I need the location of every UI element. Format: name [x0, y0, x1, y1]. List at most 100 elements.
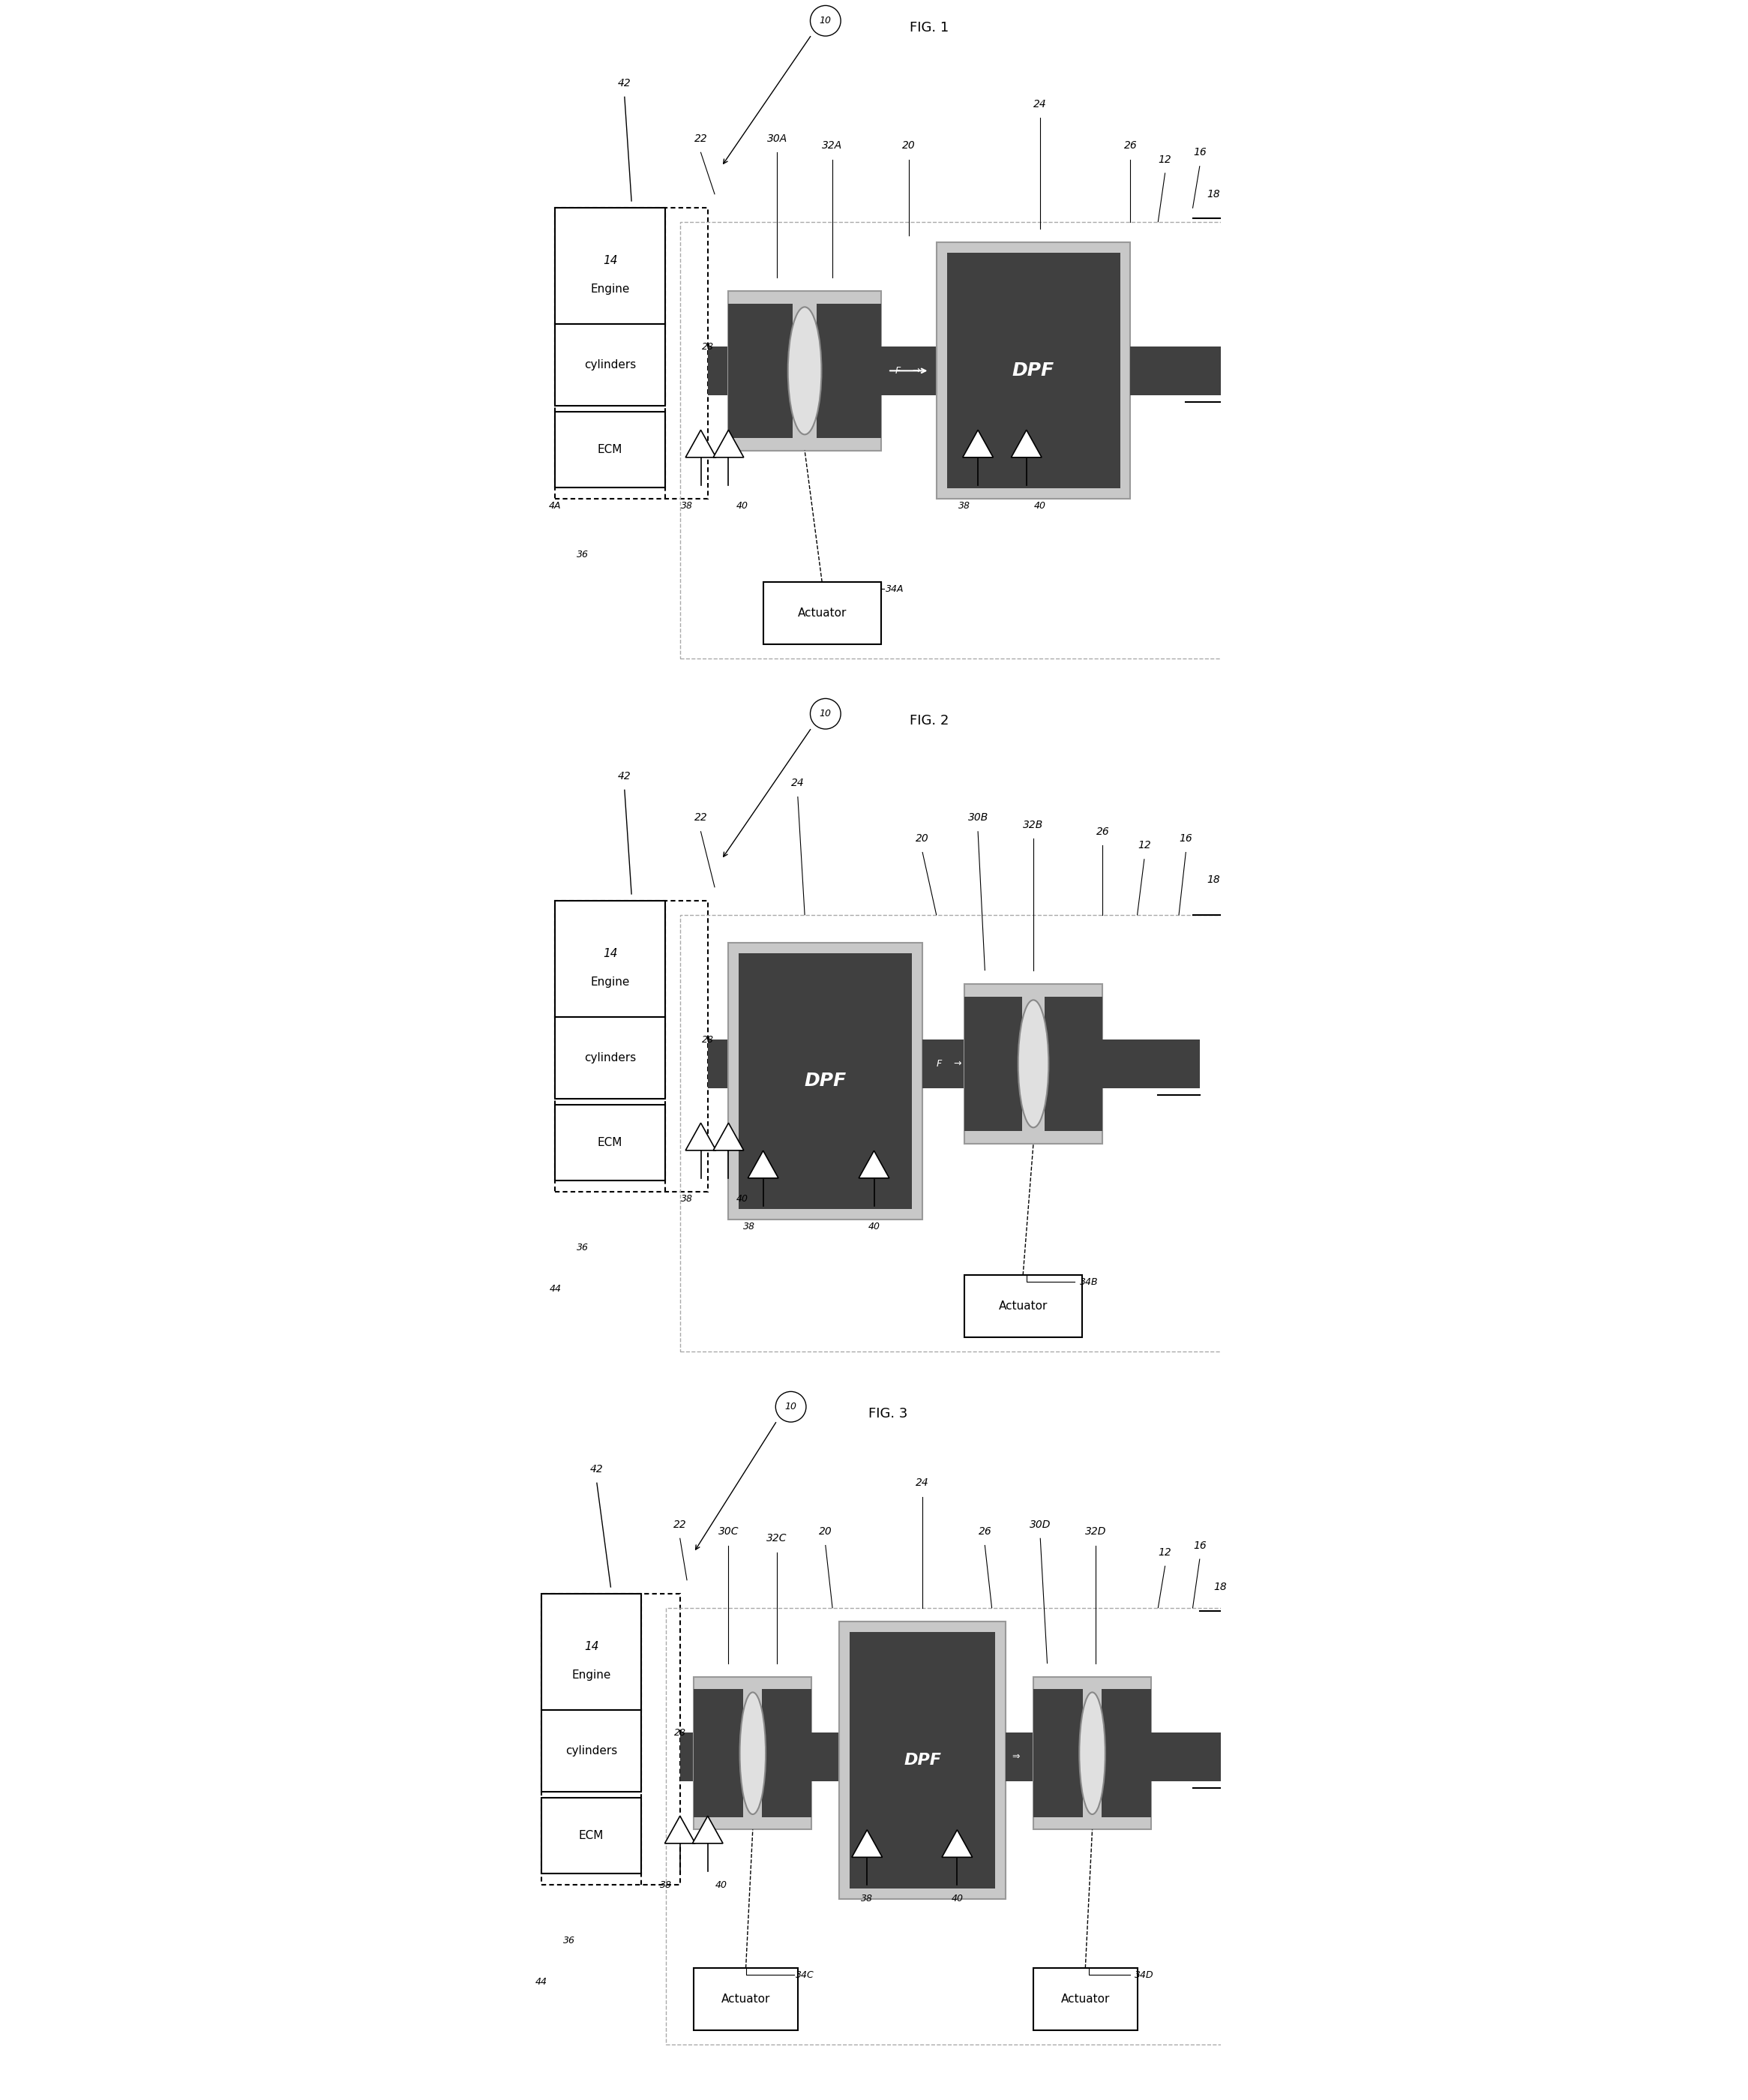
Polygon shape	[748, 1151, 778, 1178]
Bar	[881, 346, 937, 395]
Bar	[739, 953, 912, 1210]
Text: 40: 40	[736, 502, 748, 510]
Polygon shape	[963, 430, 993, 458]
Bar	[694, 1688, 743, 1816]
Bar	[556, 901, 664, 1016]
Text: 18: 18	[1206, 876, 1220, 886]
Text: 20: 20	[902, 141, 916, 151]
Text: 12: 12	[1159, 1548, 1171, 1558]
Text: ECM: ECM	[598, 1136, 622, 1149]
Text: 36: 36	[577, 550, 589, 559]
Text: cylinders: cylinders	[584, 359, 636, 372]
Text: FIG. 3: FIG. 3	[869, 1407, 907, 1420]
Text: 16: 16	[1192, 147, 1206, 158]
Bar	[729, 304, 792, 437]
Text: 12: 12	[1159, 153, 1171, 164]
Polygon shape	[942, 1829, 972, 1856]
Text: 38: 38	[682, 1195, 692, 1203]
Circle shape	[811, 699, 841, 729]
Bar	[556, 901, 708, 1193]
Text: 32D: 32D	[1086, 1527, 1106, 1537]
Bar	[1152, 1732, 1192, 1781]
Bar	[811, 1732, 839, 1781]
Bar	[556, 208, 708, 500]
Bar	[816, 304, 881, 437]
Text: 34B: 34B	[1080, 1277, 1098, 1287]
Bar	[1159, 1040, 1199, 1088]
Polygon shape	[1010, 430, 1042, 458]
Text: 34C: 34C	[795, 1970, 815, 1980]
Text: Actuator: Actuator	[722, 1993, 771, 2006]
Text: 10: 10	[820, 710, 832, 718]
Text: 30B: 30B	[968, 813, 988, 823]
Bar	[694, 1678, 811, 1829]
Bar	[965, 1275, 1082, 1338]
Text: 38: 38	[682, 502, 692, 510]
Text: Actuator: Actuator	[998, 1300, 1047, 1312]
Bar	[937, 242, 1131, 500]
Text: 22: 22	[673, 1518, 687, 1529]
Bar	[1192, 1732, 1220, 1781]
Text: DPF: DPF	[904, 1754, 940, 1768]
Text: 32A: 32A	[822, 141, 843, 151]
Bar	[729, 943, 923, 1220]
Text: 44: 44	[535, 1976, 547, 1987]
Text: FIG. 2: FIG. 2	[909, 714, 949, 727]
Bar	[542, 1594, 642, 1709]
Text: 34D: 34D	[1134, 1970, 1154, 1980]
Text: 36: 36	[577, 1243, 589, 1252]
Bar	[850, 1632, 995, 1888]
Text: 32B: 32B	[1023, 819, 1044, 830]
Text: 38: 38	[958, 502, 970, 510]
Text: 20: 20	[916, 834, 930, 844]
Text: ECM: ECM	[579, 1829, 603, 1842]
Bar	[764, 582, 881, 645]
Text: 44: 44	[549, 1283, 561, 1294]
Bar	[839, 1621, 1005, 1898]
Bar	[965, 985, 1103, 1142]
Bar	[1101, 1688, 1152, 1816]
Text: Actuator: Actuator	[797, 607, 846, 620]
Bar	[1185, 346, 1227, 395]
Bar	[1045, 998, 1103, 1130]
Text: 32C: 32C	[767, 1533, 787, 1544]
Text: →: →	[954, 1058, 961, 1069]
Text: 14: 14	[584, 1640, 598, 1653]
Text: 16: 16	[1192, 1539, 1206, 1550]
Text: 26: 26	[979, 1527, 991, 1537]
Bar	[1103, 1040, 1159, 1088]
Polygon shape	[692, 1816, 724, 1844]
Bar	[708, 1040, 729, 1088]
Bar	[556, 412, 664, 487]
Text: 24: 24	[1033, 99, 1047, 109]
Text: 12: 12	[1138, 840, 1150, 850]
Bar	[680, 223, 1227, 659]
Polygon shape	[685, 430, 717, 458]
Polygon shape	[858, 1151, 890, 1178]
Bar	[1005, 1732, 1033, 1781]
Text: 28: 28	[701, 1035, 713, 1044]
Circle shape	[776, 1392, 806, 1422]
Circle shape	[811, 6, 841, 36]
Text: 24: 24	[916, 1478, 930, 1489]
Text: DPF: DPF	[1012, 361, 1054, 380]
Ellipse shape	[1079, 1693, 1105, 1814]
Text: 40: 40	[715, 1880, 727, 1890]
Text: Engine: Engine	[591, 976, 629, 987]
Text: 28: 28	[675, 1728, 685, 1737]
Polygon shape	[713, 1124, 743, 1151]
Text: 24: 24	[792, 777, 804, 788]
Text: 40: 40	[869, 1222, 879, 1231]
Text: ⇒: ⇒	[1012, 1751, 1021, 1762]
Bar	[694, 1968, 797, 2031]
Text: 42: 42	[617, 78, 631, 88]
Bar	[762, 1688, 811, 1816]
Bar	[965, 998, 1023, 1130]
Text: 36: 36	[563, 1936, 575, 1945]
Bar	[542, 1594, 680, 1886]
Text: ECM: ECM	[598, 443, 622, 456]
Text: 20: 20	[818, 1527, 832, 1537]
Text: 26: 26	[1096, 827, 1110, 838]
Bar	[729, 292, 881, 449]
Text: 40: 40	[951, 1894, 963, 1905]
